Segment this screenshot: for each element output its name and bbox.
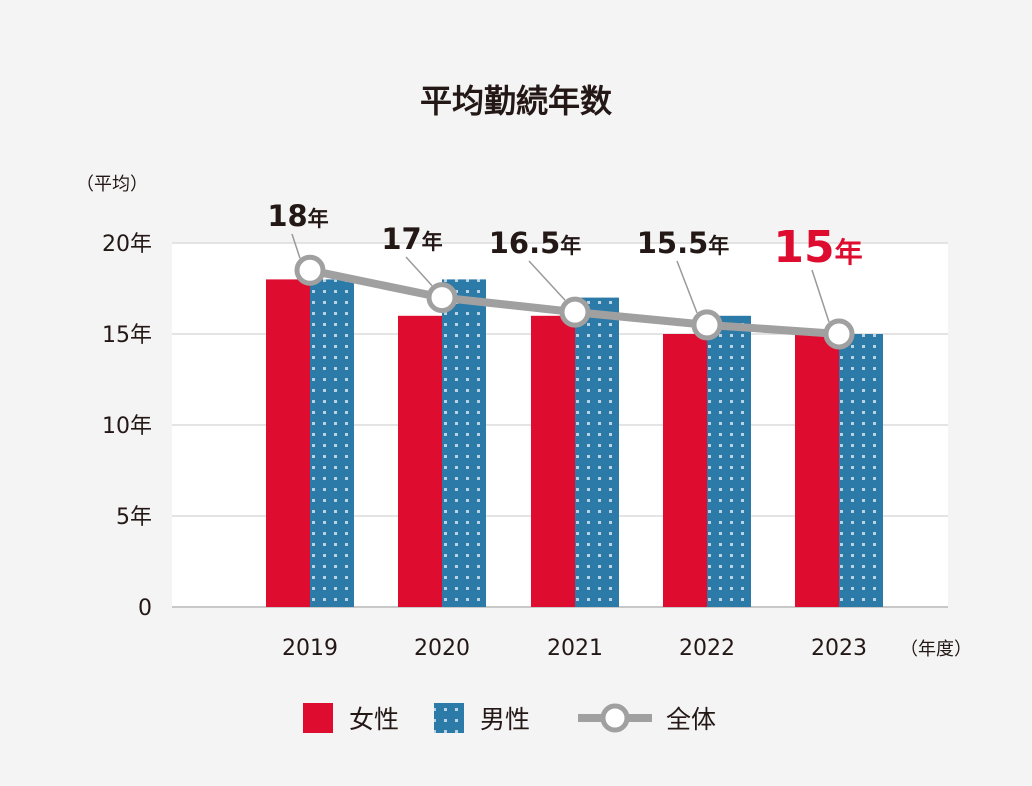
callout-leader bbox=[291, 233, 301, 259]
data-label: 15年 bbox=[773, 222, 862, 273]
data-label-value: 17 bbox=[381, 222, 421, 256]
x-tick-label: 2022 bbox=[679, 636, 735, 661]
data-label-value: 18 bbox=[267, 199, 307, 233]
data-label-unit: 年 bbox=[835, 236, 863, 269]
data-label-value: 15.5 bbox=[637, 226, 709, 260]
data-label-unit: 年 bbox=[560, 234, 581, 258]
bar-male bbox=[839, 334, 883, 607]
x-tick-label: 2023 bbox=[811, 636, 867, 661]
data-label-unit: 年 bbox=[708, 234, 729, 258]
y-tick-label: 5年 bbox=[116, 505, 152, 530]
x-axis-unit-label: （年度） bbox=[900, 639, 972, 660]
point-total bbox=[294, 254, 326, 286]
legend-label-female: 女性 bbox=[349, 705, 399, 734]
callout-leader bbox=[405, 256, 433, 287]
data-label: 16.5年 bbox=[489, 226, 582, 260]
callout-leader bbox=[528, 260, 566, 301]
bar-male bbox=[707, 315, 751, 607]
point-total bbox=[426, 282, 458, 314]
legend-label-male: 男性 bbox=[480, 705, 530, 734]
bar-male bbox=[310, 279, 354, 607]
y-tick-label: 15年 bbox=[102, 323, 152, 348]
point-total bbox=[559, 296, 591, 328]
bar-male bbox=[575, 297, 619, 607]
legend-swatch-female bbox=[303, 703, 333, 733]
bar-male bbox=[442, 279, 486, 607]
bar-female bbox=[266, 279, 310, 607]
bar-female bbox=[663, 334, 707, 607]
y-tick-label: 20年 bbox=[102, 232, 152, 257]
y-tick-label: 10年 bbox=[102, 414, 152, 439]
y-axis-unit-label: （平均） bbox=[76, 174, 148, 195]
legend-swatch-male bbox=[434, 703, 464, 733]
data-label: 17年 bbox=[381, 222, 442, 256]
legend-label-total: 全体 bbox=[666, 705, 716, 734]
chart-title: 平均勤続年数 bbox=[420, 82, 613, 120]
x-tick-label: 2019 bbox=[282, 636, 338, 661]
callout-leader bbox=[811, 269, 830, 323]
point-total bbox=[823, 318, 855, 350]
y-tick-label: 0 bbox=[138, 596, 152, 621]
data-label-unit: 年 bbox=[308, 207, 329, 231]
bar-female bbox=[398, 315, 442, 607]
data-label: 15.5年 bbox=[637, 226, 730, 260]
data-label-value: 16.5 bbox=[489, 226, 561, 260]
data-label: 18年 bbox=[267, 199, 328, 233]
x-tick-label: 2021 bbox=[547, 636, 603, 661]
data-label-value: 15 bbox=[773, 222, 834, 273]
point-total bbox=[691, 309, 723, 341]
x-tick-label: 2020 bbox=[414, 636, 470, 661]
callout-leader bbox=[676, 260, 698, 314]
legend-marker-total bbox=[600, 703, 630, 733]
bar-female bbox=[795, 334, 839, 607]
data-label-unit: 年 bbox=[422, 230, 443, 254]
bar-female bbox=[531, 315, 575, 607]
